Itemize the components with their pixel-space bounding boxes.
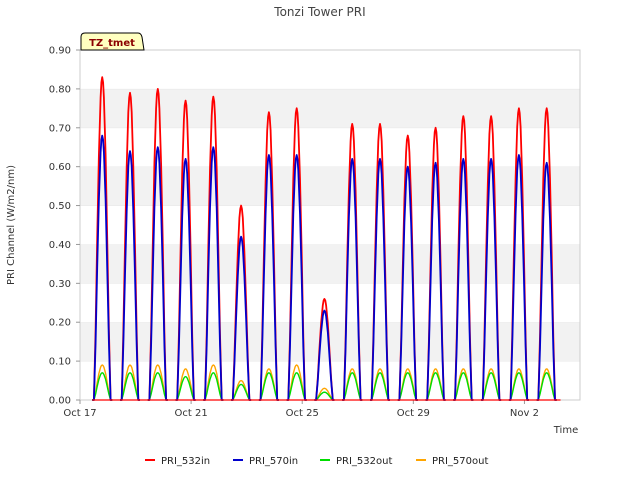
- y-axis-label: PRI Channel (W/m2/nm): [6, 165, 17, 285]
- y-tick-label: 0.70: [49, 123, 71, 134]
- x-axis-ticks: Oct 17 Oct 21 Oct 25 Oct 29 Nov 2: [63, 400, 539, 419]
- grid-band: [80, 283, 580, 323]
- x-tick-label: Oct 21: [175, 408, 208, 419]
- tz-badge-label: TZ_tmet: [89, 38, 135, 49]
- chart-title: Tonzi Tower PRI: [273, 5, 365, 19]
- y-tick-label: 0.30: [49, 279, 71, 290]
- legend: PRI_532in PRI_570in PRI_532out PRI_570out: [145, 456, 488, 467]
- y-tick-label: 0.80: [49, 84, 71, 95]
- series-line-pri-532in: [92, 76, 557, 401]
- y-tick-label: 0.40: [49, 240, 71, 251]
- y-tick-label: 0.20: [49, 318, 71, 329]
- series-line-pri-570out: [92, 364, 557, 401]
- grid-band: [80, 166, 580, 206]
- y-tick-label: 0.60: [49, 162, 71, 173]
- y-axis-ticks: 0.00 0.10 0.20 0.30 0.40 0.50 0.60 0.70 0.80 0.90: [49, 46, 80, 407]
- x-tick-label: Oct 29: [397, 408, 430, 419]
- grid-band: [80, 88, 580, 128]
- tz-badge: TZ_tmet: [80, 32, 145, 51]
- y-tick-label: 0.90: [49, 46, 71, 57]
- grid-band: [80, 127, 580, 167]
- x-tick-label: Nov 2: [510, 408, 539, 419]
- legend-label: PRI_570in: [249, 456, 298, 467]
- y-tick-label: 0.10: [49, 357, 71, 368]
- x-axis-label: Time: [553, 425, 578, 436]
- x-tick-label: Oct 17: [63, 408, 96, 419]
- legend-label: PRI_532in: [161, 456, 210, 467]
- y-tick-label: 0.00: [49, 396, 71, 407]
- series-lines: [92, 76, 561, 401]
- y-tick-label: 0.50: [49, 201, 71, 212]
- legend-label: PRI_532out: [336, 456, 392, 467]
- series-line-pri-570in: [92, 134, 557, 401]
- series-line-pri-532out: [92, 372, 557, 401]
- legend-label: PRI_570out: [432, 456, 488, 467]
- x-tick-label: Oct 25: [286, 408, 319, 419]
- grid-band: [80, 244, 580, 284]
- grid-band: [80, 50, 580, 89]
